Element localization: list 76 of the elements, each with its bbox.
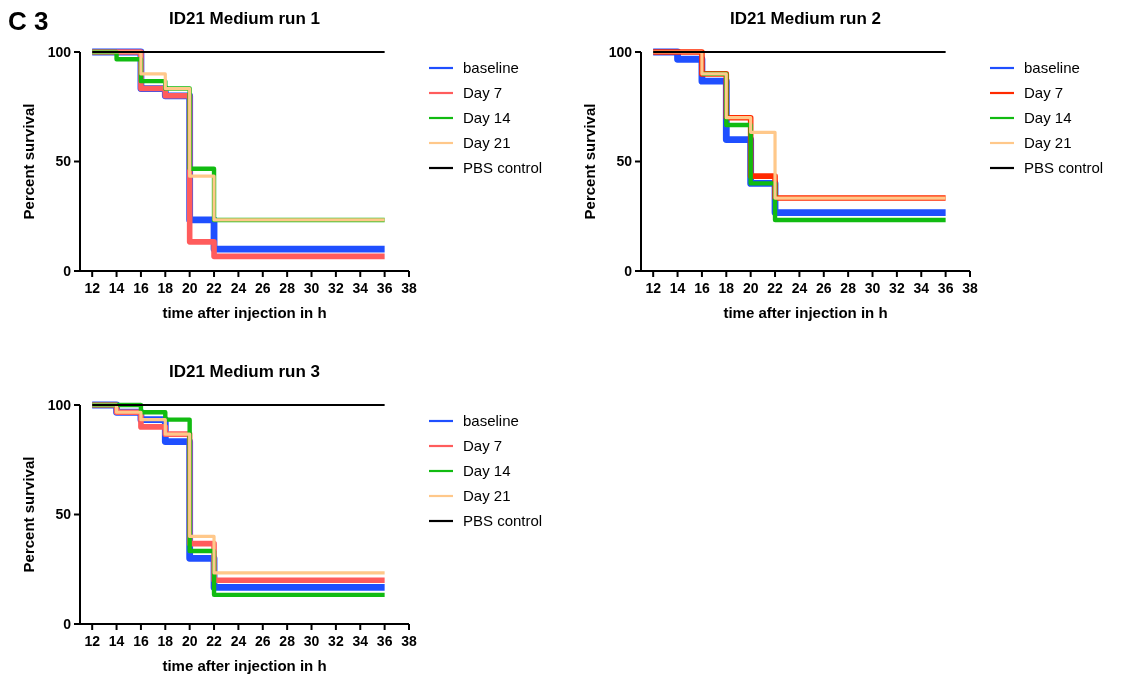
legend-label: PBS control — [463, 512, 543, 530]
x-tick-label: 22 — [206, 280, 223, 296]
x-tick-label: 12 — [84, 633, 101, 649]
x-tick-label: 24 — [230, 280, 247, 296]
y-axis-title: Percent survival — [20, 103, 37, 220]
x-tick-label: 18 — [718, 280, 735, 296]
legend-label: Day 7 — [1024, 84, 1064, 102]
x-axis-title: time after injection in h — [723, 304, 888, 321]
x-tick-label: 32 — [328, 280, 344, 296]
x-tick-label: 26 — [815, 280, 832, 296]
x-tick-label: 28 — [279, 280, 296, 296]
x-tick-label: 16 — [133, 280, 149, 296]
x-axis-title: time after injection in h — [162, 304, 327, 321]
text: C 3 — [8, 6, 49, 36]
legend-label: Day 21 — [1024, 134, 1072, 152]
y-tick-label: 50 — [55, 153, 72, 170]
y-tick-label: 100 — [608, 43, 633, 60]
x-tick-label: 12 — [84, 280, 101, 296]
x-tick-label: 14 — [669, 280, 686, 296]
legend-label: Day 21 — [463, 134, 511, 152]
legend-label: Day 7 — [463, 437, 503, 455]
x-tick-label: 26 — [254, 633, 271, 649]
x-tick-label: 38 — [401, 633, 417, 649]
x-tick-label: 26 — [254, 280, 271, 296]
x-tick-label: 12 — [645, 280, 662, 296]
x-tick-label: 16 — [133, 633, 149, 649]
x-tick-label: 16 — [694, 280, 710, 296]
legend-label: baseline — [463, 412, 519, 430]
x-tick-label: 20 — [181, 633, 198, 649]
x-tick-label: 30 — [303, 633, 320, 649]
legend-label: baseline — [463, 59, 519, 77]
y-tick-label: 50 — [55, 506, 72, 523]
y-tick-label: 0 — [63, 615, 72, 632]
legend-label: baseline — [1024, 59, 1080, 77]
y-axis-title: Percent survival — [581, 103, 598, 220]
x-tick-label: 34 — [352, 280, 369, 296]
y-axis-title: Percent survival — [20, 456, 37, 573]
x-tick-label: 36 — [376, 633, 393, 649]
y-tick-label: 0 — [624, 262, 633, 279]
y-tick-label: 100 — [47, 396, 72, 413]
x-tick-label: 22 — [767, 280, 784, 296]
x-tick-label: 36 — [937, 280, 954, 296]
x-tick-label: 20 — [742, 280, 759, 296]
x-tick-label: 34 — [913, 280, 930, 296]
x-tick-label: 22 — [206, 633, 223, 649]
legend-label: Day 14 — [463, 462, 511, 480]
legend-label: Day 7 — [463, 84, 503, 102]
x-tick-label: 32 — [889, 280, 905, 296]
legend-label: Day 14 — [1024, 109, 1072, 127]
y-tick-label: 0 — [63, 262, 72, 279]
legend-label: PBS control — [463, 159, 543, 177]
x-tick-label: 20 — [181, 280, 198, 296]
x-axis-title: time after injection in h — [162, 657, 327, 674]
x-tick-label: 32 — [328, 633, 344, 649]
chart-title: ID21 Medium run 1 — [168, 9, 321, 28]
x-tick-label: 30 — [864, 280, 881, 296]
y-tick-label: 50 — [616, 153, 633, 170]
x-tick-label: 18 — [157, 280, 174, 296]
x-tick-label: 28 — [840, 280, 857, 296]
x-tick-label: 24 — [791, 280, 808, 296]
chart-title: ID21 Medium run 3 — [168, 362, 321, 381]
x-tick-label: 14 — [108, 280, 125, 296]
x-tick-label: 24 — [230, 633, 247, 649]
x-tick-label: 36 — [376, 280, 393, 296]
x-tick-label: 18 — [157, 633, 174, 649]
x-tick-label: 34 — [352, 633, 369, 649]
x-tick-label: 38 — [401, 280, 417, 296]
y-tick-label: 100 — [47, 43, 72, 60]
legend-label: PBS control — [1024, 159, 1104, 177]
x-tick-label: 30 — [303, 280, 320, 296]
x-tick-label: 14 — [108, 633, 125, 649]
legend-label: Day 14 — [463, 109, 511, 127]
chart-title: ID21 Medium run 2 — [729, 9, 882, 28]
x-tick-label: 28 — [279, 633, 296, 649]
legend-label: Day 21 — [463, 487, 511, 505]
x-tick-label: 38 — [962, 280, 978, 296]
